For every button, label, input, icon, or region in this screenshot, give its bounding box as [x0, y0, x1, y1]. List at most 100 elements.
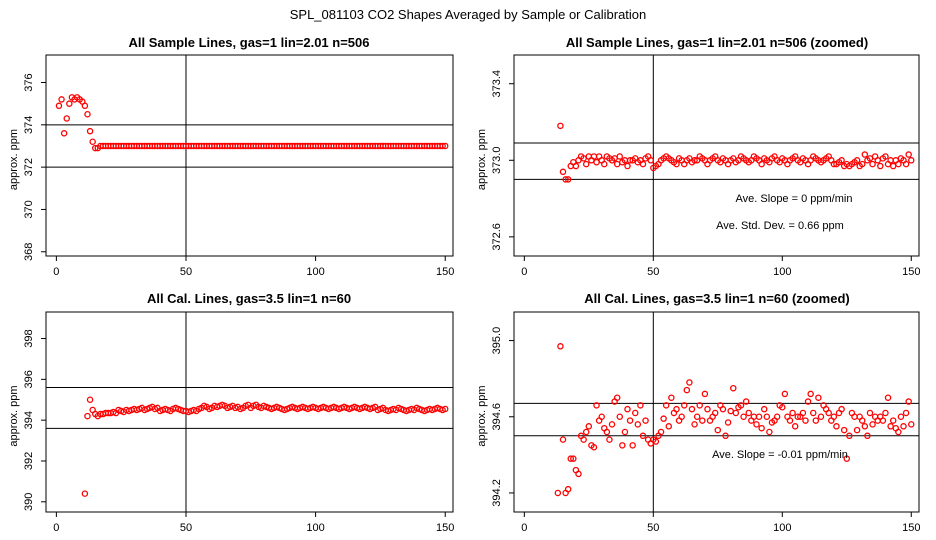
data-point	[740, 413, 747, 421]
data-point	[66, 100, 73, 107]
data-point	[869, 421, 876, 428]
data-point	[570, 455, 577, 462]
x-tick-label: 150	[902, 522, 920, 534]
data-point	[817, 413, 825, 421]
data-point	[791, 423, 799, 430]
plot-frame	[45, 54, 454, 257]
data-point	[843, 455, 851, 462]
figure-title: SPL_081103 CO2 Shapes Averaged by Sample…	[290, 7, 647, 22]
data-point	[908, 157, 915, 164]
data-point	[851, 413, 858, 421]
data-point	[799, 409, 807, 417]
data-point	[853, 426, 861, 434]
data-point	[908, 421, 915, 428]
data-point	[55, 102, 63, 110]
data-point	[786, 417, 794, 424]
x-tick-label: 150	[436, 522, 454, 534]
x-tick-label: 100	[306, 266, 324, 278]
data-point	[804, 398, 812, 405]
x-tick-label: 50	[180, 522, 192, 534]
data-point	[897, 413, 905, 421]
data-point	[812, 417, 820, 424]
y-tick-label: 390	[23, 493, 35, 511]
data-point	[905, 151, 912, 158]
data-point	[838, 405, 845, 413]
data-point	[753, 421, 760, 428]
x-tick-label: 100	[773, 266, 791, 278]
data-point	[840, 426, 848, 434]
data-point	[846, 432, 853, 440]
data-point	[639, 160, 647, 168]
panel-title: All Cal. Lines, gas=3.5 lin=1 n=60 (zoom…	[584, 291, 850, 306]
data-point	[902, 409, 910, 417]
data-point	[789, 409, 796, 417]
y-tick-label: 394	[23, 411, 35, 429]
data-point	[86, 127, 94, 135]
data-point	[590, 153, 598, 160]
data-point	[613, 394, 621, 401]
data-point	[564, 176, 572, 183]
data-point	[624, 405, 631, 413]
y-tick-label: 370	[23, 200, 35, 218]
data-point	[590, 443, 598, 451]
data-point	[439, 142, 446, 150]
data-point	[629, 442, 636, 449]
data-point	[699, 417, 706, 424]
data-point	[668, 394, 675, 401]
data-point	[838, 157, 845, 164]
plot-frame	[513, 54, 920, 257]
x-tick-label: 150	[902, 266, 920, 278]
data-point	[624, 162, 631, 170]
data-point	[693, 413, 701, 421]
data-point	[864, 432, 871, 440]
y-tick-label: 398	[23, 329, 35, 347]
data-point	[603, 428, 611, 436]
data-point	[900, 423, 907, 430]
chart-panel-2: All Sample Lines, gas=1 lin=2.01 n=506 (…	[476, 35, 920, 278]
data-point	[691, 157, 698, 164]
y-tick-label: 372.6	[491, 223, 503, 251]
y-tick-label: 368	[23, 243, 35, 261]
data-point	[711, 409, 719, 417]
x-tick-label: 100	[773, 522, 791, 534]
data-point	[866, 409, 874, 417]
data-point	[634, 421, 642, 428]
data-point	[877, 162, 884, 170]
data-point	[647, 157, 654, 164]
data-point	[758, 424, 765, 432]
data-point	[815, 394, 822, 401]
data-point	[613, 160, 621, 168]
data-point	[441, 405, 449, 413]
data-point	[557, 343, 564, 350]
data-point	[727, 407, 734, 415]
data-point	[760, 405, 768, 413]
data-point	[593, 402, 600, 409]
data-point	[652, 438, 660, 445]
x-tick-label: 100	[306, 522, 324, 534]
data-point	[616, 413, 624, 421]
y-tick-label: 396	[23, 370, 35, 388]
data-point	[575, 470, 582, 478]
plot-frame	[513, 311, 920, 513]
data-point	[745, 409, 752, 417]
data-point	[794, 413, 802, 421]
y-tick-label: 373.0	[491, 147, 503, 175]
data-point	[665, 423, 673, 430]
y-tick-label: 372	[23, 158, 35, 176]
panel-title: All Sample Lines, gas=1 lin=2.01 n=506 (…	[566, 35, 868, 50]
data-point	[902, 160, 910, 168]
data-point	[879, 417, 887, 424]
data-point	[89, 138, 96, 145]
data-point	[673, 160, 680, 168]
y-tick-label: 376	[23, 73, 35, 91]
data-point	[758, 160, 765, 168]
data-point	[619, 442, 626, 449]
annotation-text: Ave. Slope = 0 ppm/min	[736, 193, 853, 205]
x-tick-label: 50	[180, 266, 192, 278]
data-point	[724, 419, 732, 426]
data-point	[853, 157, 861, 164]
x-tick-label: 0	[521, 266, 527, 278]
data-point	[86, 396, 94, 404]
data-point	[683, 386, 691, 394]
